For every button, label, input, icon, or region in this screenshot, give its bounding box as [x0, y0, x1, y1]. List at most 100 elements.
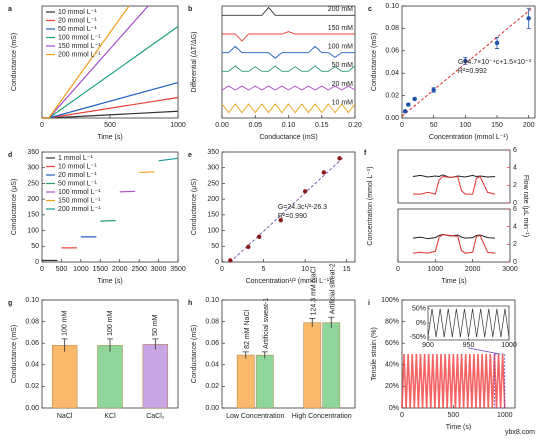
y-tick-label: 0.08	[385, 25, 399, 32]
series-line	[412, 233, 496, 240]
y2-tick-label: 0	[513, 259, 517, 266]
data-point	[256, 234, 262, 240]
fit-line	[401, 7, 533, 117]
data-point	[406, 102, 411, 107]
x-tick-label: 0	[400, 412, 404, 419]
y-tick-label: 0.00	[385, 115, 399, 122]
y-tick-label: 0.02	[205, 383, 219, 390]
x-tick-label: 0.05	[248, 122, 262, 129]
series-line	[119, 190, 136, 193]
trace-label: 50 mM	[332, 62, 354, 69]
bar	[51, 345, 78, 409]
x-tick-label: 50	[430, 122, 438, 129]
series-line	[412, 174, 496, 179]
inset-x-tick-label: 1000	[501, 342, 517, 349]
y-tick-label: 150	[27, 212, 39, 219]
y-axis-label: Conductance (mS)	[191, 325, 198, 383]
series-line	[139, 171, 155, 174]
x-tick-label: NaCl	[57, 413, 73, 420]
x-tick-label: 0.10	[282, 122, 296, 129]
legend-label: 150 mmol L⁻¹	[58, 197, 101, 204]
y-axis-label: Conductance (mS)	[11, 325, 18, 383]
x-tick-label: Low Concentration	[226, 413, 284, 420]
data-point	[278, 218, 283, 223]
bar-label: Artificial sweat-2	[330, 263, 337, 314]
x-tick-label: 1000	[497, 412, 513, 419]
plot-frame	[41, 151, 179, 263]
annotation: G=4.7×10⁻⁴c+1.5×10⁻³	[458, 59, 532, 66]
x-tick-label: 3000	[502, 266, 518, 273]
x-tick-label: 15	[343, 266, 351, 273]
x-tick-label: 0	[396, 266, 400, 273]
legend-label: 20 mmol L⁻¹	[58, 17, 97, 24]
plot-frame	[397, 149, 511, 204]
error-bar	[309, 317, 316, 327]
y-tick-label: 50	[31, 243, 39, 250]
y-tick-label: 0.04	[25, 362, 39, 369]
bar-label: 124.3 mM NaCl	[311, 266, 318, 315]
x-tick-label: 2500	[131, 266, 147, 273]
x-tick-label: 3000	[151, 266, 167, 273]
strain-line	[401, 353, 506, 409]
error-bar	[242, 351, 249, 359]
y-tick-label: 0.08	[25, 318, 39, 325]
trace-line	[222, 6, 355, 16]
series-line	[100, 219, 116, 222]
data-point	[337, 156, 342, 161]
inset-y-tick-label: 0%	[416, 320, 426, 327]
y-tick-label: 150	[207, 212, 219, 219]
bar-annotation: 50 mM	[152, 314, 159, 336]
y2-tick-label: 6	[513, 147, 517, 154]
x-tick-label: 3500	[170, 266, 186, 273]
y-tick-label: 0.06	[385, 48, 399, 55]
x-axis-label: Conductance (mS)	[259, 134, 317, 141]
y-axis-label: Conductance (mS)	[11, 33, 18, 91]
x-tick-label: 500	[104, 122, 116, 129]
y-axis-label: Differential (ΔT/ΔG)	[191, 32, 198, 93]
trace-line	[221, 85, 356, 91]
y-tick-label: 0.00	[205, 405, 219, 412]
x-tick-label: 500	[448, 412, 460, 419]
y-tick-label: 60%	[385, 340, 399, 347]
y-tick-label: 0.00	[25, 405, 39, 412]
y-tick-label: 80%	[385, 318, 399, 325]
legend-label: 50 mmol L⁻¹	[58, 180, 97, 187]
bar-annotation: 100 mM	[62, 310, 69, 335]
y-axis-label: Tensile strain (%)	[371, 327, 378, 381]
x-axis-label: Concentration¹/² (mmol L⁻¹)	[246, 278, 332, 285]
y-tick-label: 0.10	[25, 297, 39, 304]
x-tick-label: 10	[301, 266, 309, 273]
bar-annotation: 100 mM	[107, 310, 114, 335]
bar	[97, 345, 123, 409]
y-tick-label: 250	[207, 180, 219, 187]
x-axis-label: Time (s)	[446, 424, 471, 431]
x-tick-label: 5	[262, 266, 266, 273]
x-tick-label: 1000	[73, 266, 89, 273]
x-axis-label: Time (s)	[97, 278, 122, 285]
trace-label: 10 mM	[332, 100, 354, 107]
y2-tick-label: 2	[513, 241, 517, 248]
x-axis-label: Time (s)	[97, 134, 122, 141]
data-point	[402, 109, 408, 114]
y2-tick-label: 0	[513, 200, 517, 207]
trace-label: 100 mM	[328, 44, 353, 51]
panel-label: a	[8, 6, 12, 13]
bar	[322, 322, 341, 409]
y-tick-label: 0.04	[205, 362, 219, 369]
data-point	[412, 96, 417, 102]
data-point	[494, 40, 500, 46]
x-tick-label: 1500	[92, 266, 108, 273]
y2-axis-label: Flow rate (μL min⁻¹)	[522, 175, 529, 237]
x-tick-label: 0	[40, 266, 44, 273]
fit-line	[229, 157, 343, 263]
y-tick-label: 350	[207, 149, 219, 156]
y-tick-label: 0	[215, 259, 219, 266]
series-line	[412, 234, 496, 254]
y-tick-label: 50	[211, 243, 219, 250]
x-tick-label: 0	[220, 266, 224, 273]
data-point	[526, 16, 531, 21]
legend-label: 1 mmol L⁻¹	[58, 155, 93, 162]
x-tick-label: CaCl₂	[146, 413, 165, 420]
panel-label: g	[8, 300, 12, 307]
